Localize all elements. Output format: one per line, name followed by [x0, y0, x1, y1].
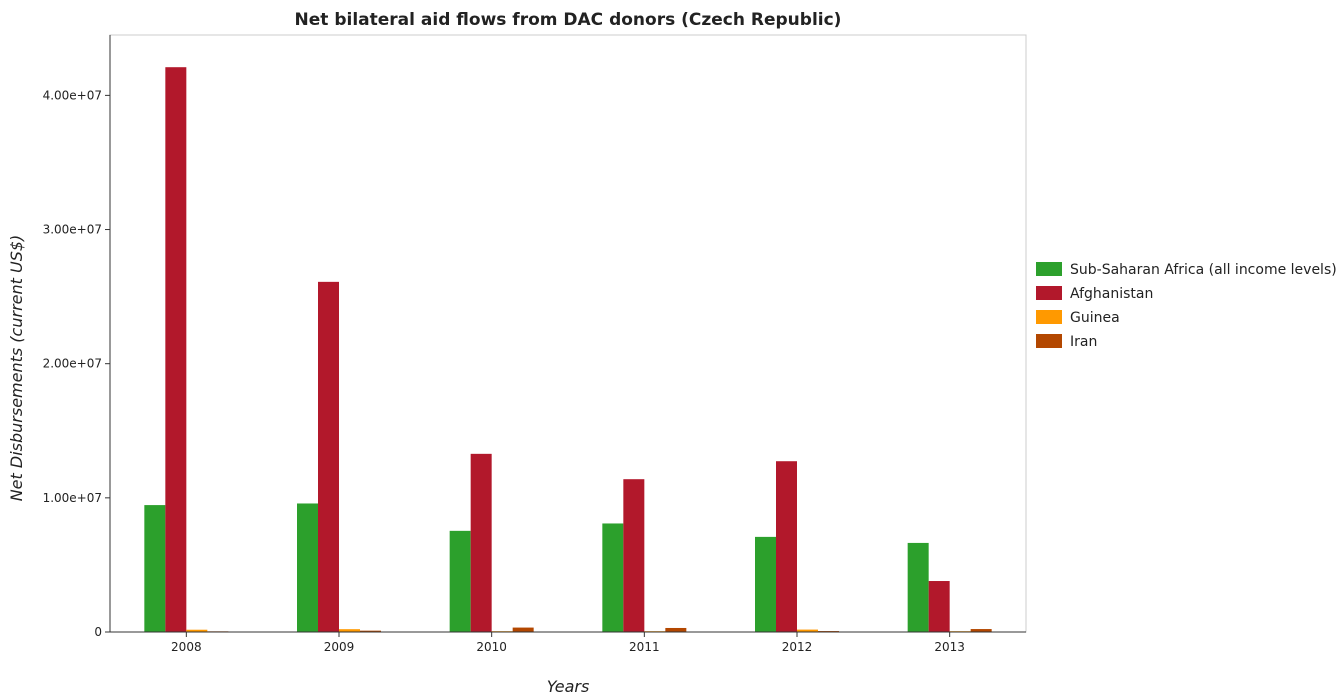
legend-swatch [1036, 334, 1062, 348]
x-tick-label: 2012 [782, 640, 813, 654]
bar-2008-series-0 [144, 505, 166, 632]
x-tick-label: 2013 [934, 640, 965, 654]
y-axis: 0 1.00e+07 2.00e+07 3.00e+07 4.00e+07 [43, 35, 111, 639]
y-tick-label: 1.00e+07 [43, 491, 102, 505]
chart-title: Net bilateral aid flows from DAC donors … [295, 10, 842, 30]
bar-2011-series-3 [665, 627, 687, 632]
bar-2012-series-1 [776, 461, 797, 632]
bar-2013-series-0 [907, 542, 929, 632]
bar-2012-series-0 [755, 536, 776, 632]
x-tick-label: 2008 [171, 640, 202, 654]
y-tick-label: 0 [94, 625, 102, 639]
bar-2011-series-1 [623, 479, 645, 632]
x-tick-label: 2009 [324, 640, 355, 654]
y-tick-label: 4.00e+07 [43, 88, 102, 102]
bar-2010-series-0 [449, 530, 471, 632]
bar-2009-series-2 [339, 629, 360, 632]
y-tick-label: 3.00e+07 [43, 223, 102, 237]
bar-2010-series-3 [512, 627, 534, 632]
legend-swatch [1036, 310, 1062, 324]
bar-2013-series-1 [928, 581, 950, 632]
legend-label: Sub-Saharan Africa (all income levels) [1070, 262, 1336, 278]
bar-2010-series-1 [470, 453, 492, 632]
legend-label: Guinea [1070, 310, 1120, 326]
bar-2009-series-0 [297, 503, 318, 632]
x-axis-label: Years [547, 677, 590, 696]
bar-2013-series-3 [970, 629, 992, 632]
plot-area-frame [109, 34, 1027, 633]
bar-2012-series-2 [797, 629, 818, 632]
bar-2009-series-1 [318, 281, 339, 632]
bars-group [144, 67, 992, 632]
y-tick-label: 2.00e+07 [43, 357, 102, 371]
x-tick-label: 2011 [629, 640, 660, 654]
legend-label: Iran [1070, 334, 1097, 350]
x-axis: 2008 2009 2010 2011 2012 2013 [110, 631, 1026, 654]
bar-2011-series-0 [602, 523, 624, 632]
bar-2008-series-1 [165, 67, 187, 632]
legend-swatch [1036, 262, 1062, 276]
bar-2009-series-3 [360, 630, 381, 632]
y-axis-label: Net Disbursements (current US$) [7, 235, 26, 502]
legend-label: Afghanistan [1070, 286, 1153, 302]
legend-swatch [1036, 286, 1062, 300]
bar-2008-series-2 [186, 629, 208, 632]
x-tick-label: 2010 [476, 640, 507, 654]
legend: Sub-Saharan Africa (all income levels) Af… [1036, 262, 1336, 350]
